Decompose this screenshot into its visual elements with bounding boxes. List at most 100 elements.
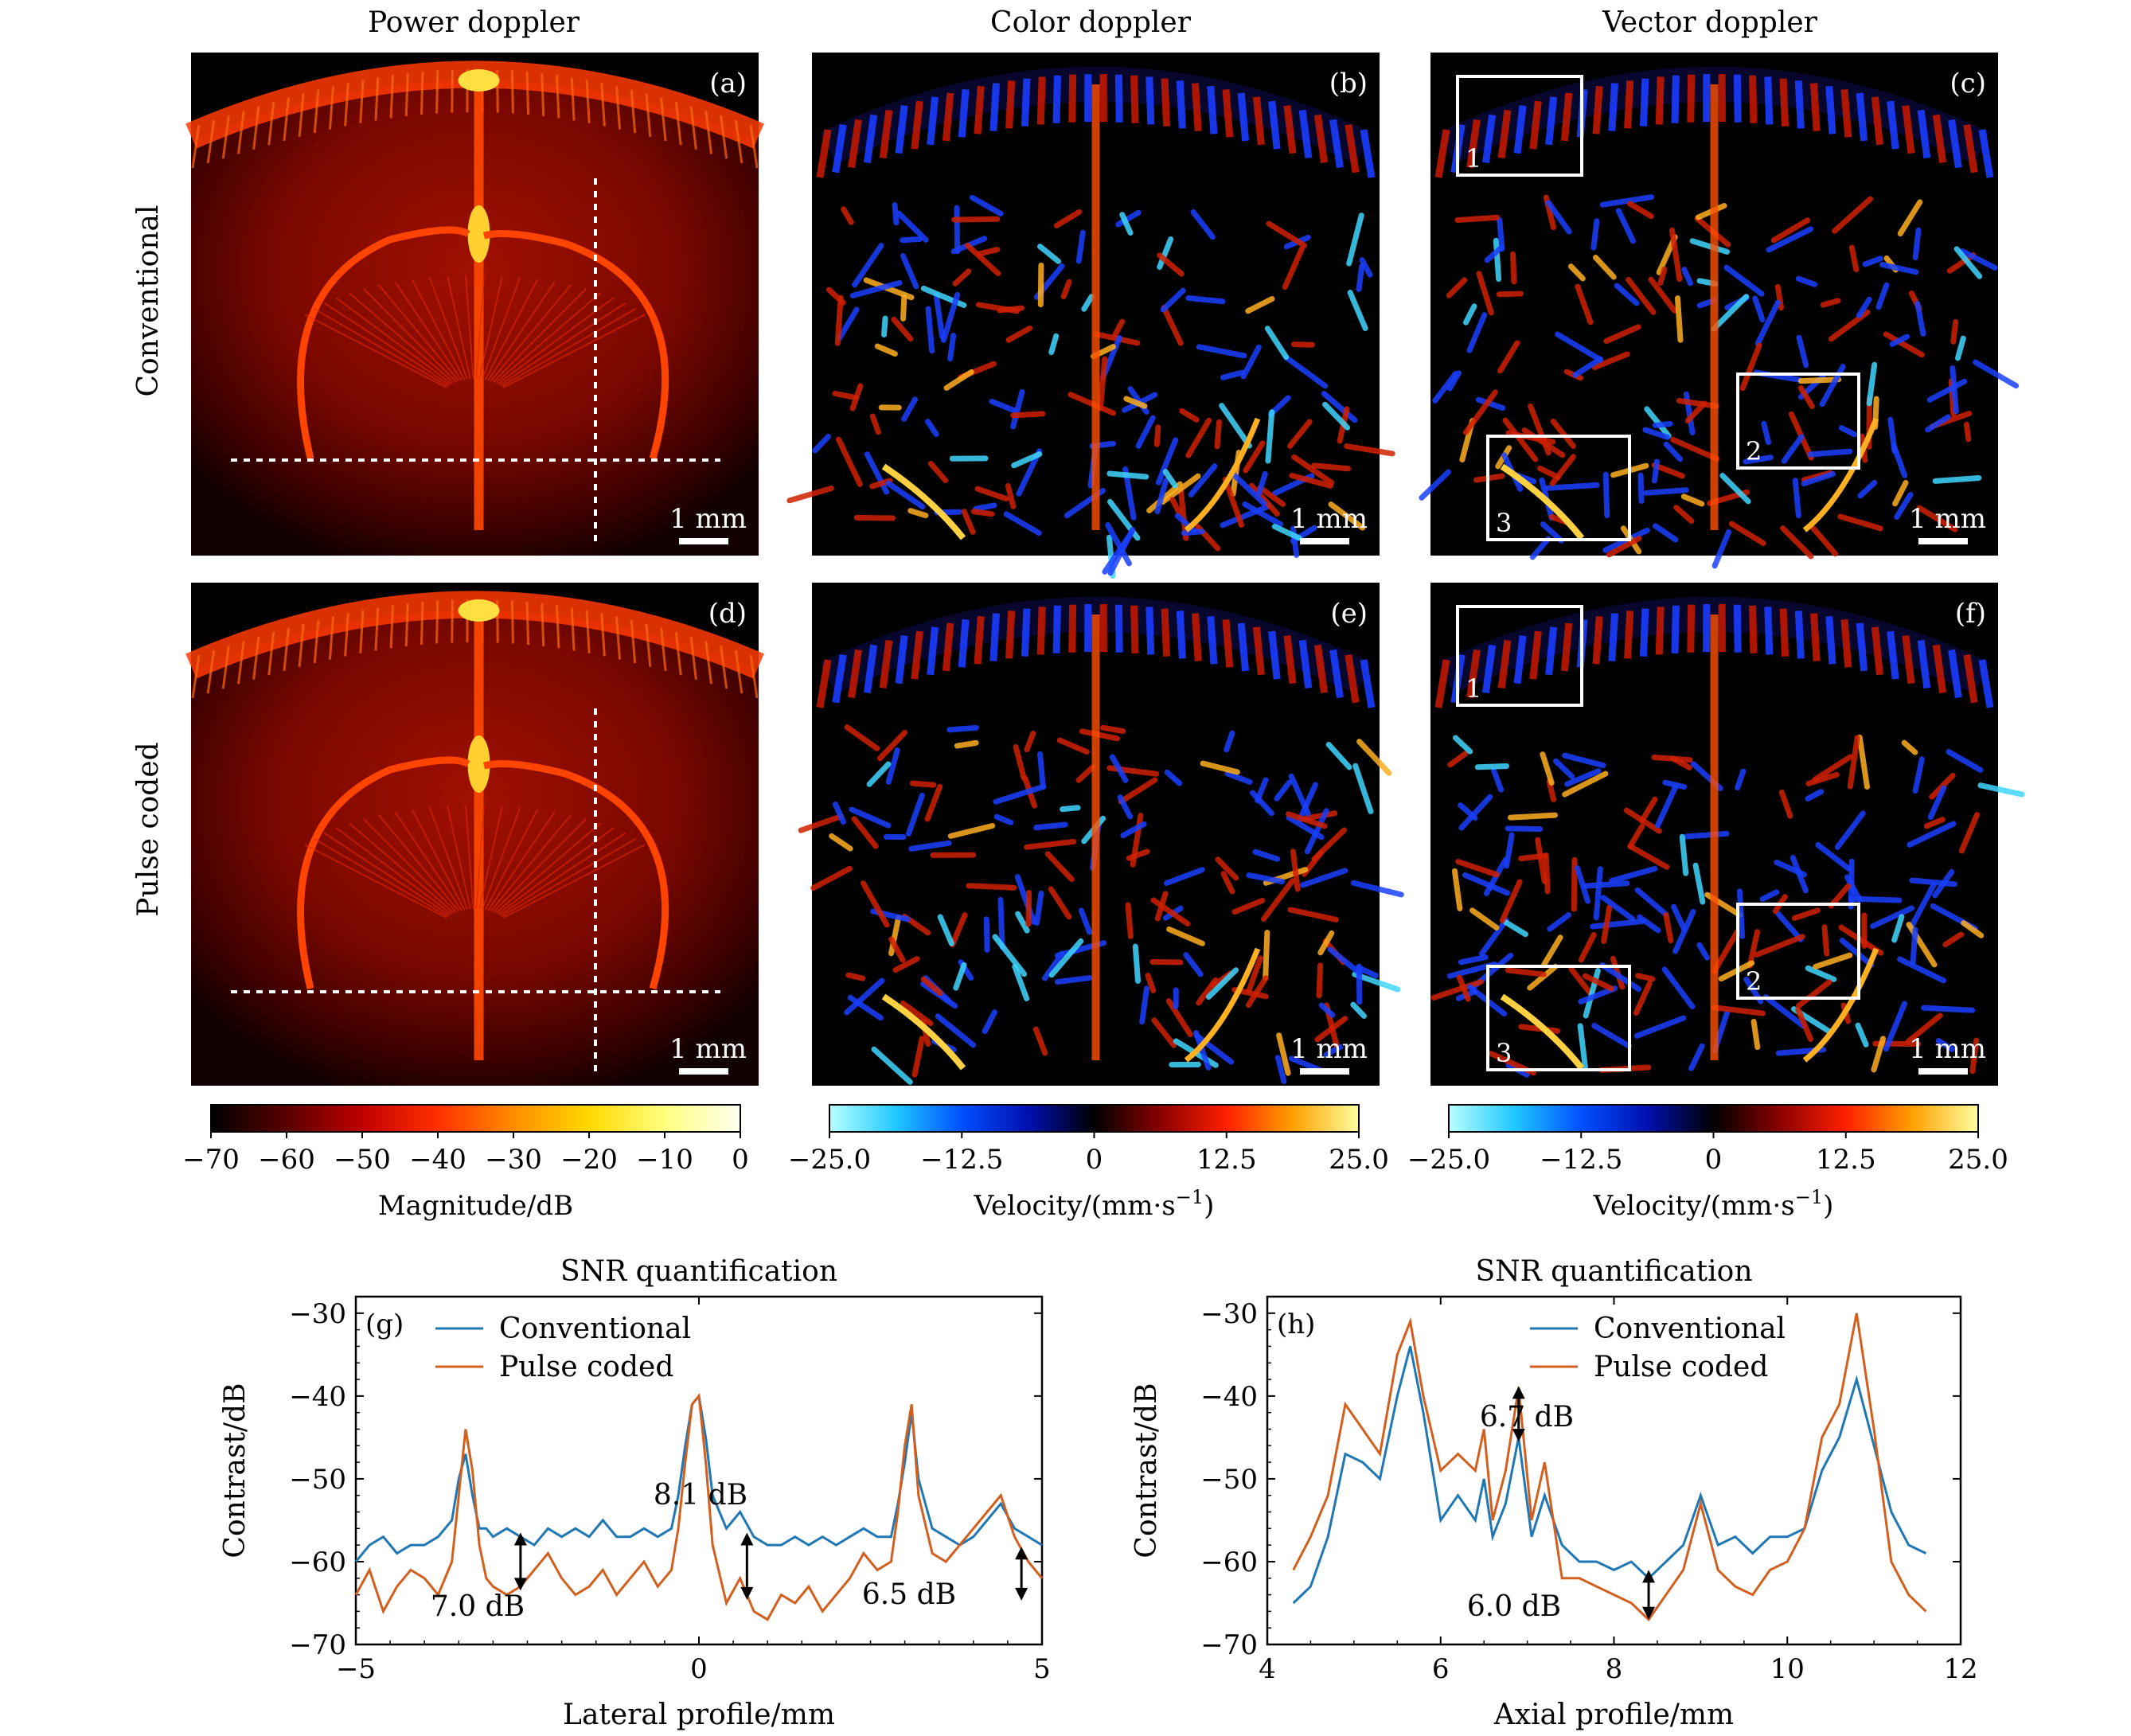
x-axis-label: Axial profile/mm <box>1493 1699 1734 1731</box>
flow-streak <box>1224 730 1235 753</box>
colorbar-label: Velocity/(mm·s−1) <box>1593 1186 1834 1222</box>
scale-bar <box>1918 1068 1968 1075</box>
flow-streak <box>1921 1005 1976 1013</box>
flow-streak <box>1801 470 1836 487</box>
flow-streak <box>1454 214 1501 223</box>
flow-streak <box>786 485 834 504</box>
flow-streak <box>1321 391 1358 423</box>
flow-streak <box>833 802 846 825</box>
flow-streak <box>1314 1016 1348 1043</box>
flow-streak <box>946 724 979 733</box>
cortical-vessel <box>221 645 230 689</box>
flow-streak <box>1615 208 1636 244</box>
colorbar-tick-label: 25.0 <box>1329 1144 1389 1176</box>
cortical-flow <box>1036 76 1046 125</box>
colorbar-tick-label: −10 <box>636 1144 693 1176</box>
cortical-flow <box>848 119 862 169</box>
flow-streak <box>849 806 892 829</box>
flow-streak <box>1543 852 1551 895</box>
flow-streak <box>1256 470 1268 497</box>
panel-tag: (c) <box>1950 68 1986 99</box>
flow-streak <box>1796 334 1809 369</box>
cortical-vessel <box>420 72 424 115</box>
flow-streak <box>1220 871 1235 895</box>
cortical-flow <box>1298 109 1313 158</box>
hippocampal-arc-right <box>482 230 669 460</box>
image-panels: (a) 1 mm (b) 1 mm 1 2 3 (c) 1 mm (d) 1 mm (e) 1 mm 1 2… <box>185 53 2025 1086</box>
flow-streak <box>1013 743 1027 781</box>
flow-streak <box>1871 1036 1887 1073</box>
flow-streak <box>885 480 926 510</box>
flow-streak <box>1669 227 1683 283</box>
flow-streak <box>1879 262 1919 275</box>
flow-streak <box>1219 403 1252 449</box>
flow-streak <box>1544 482 1600 491</box>
flow-streak <box>1352 763 1374 814</box>
x-tick-label: 8 <box>1606 1653 1623 1685</box>
flow-streak <box>836 436 863 487</box>
flow-streak <box>1205 967 1239 1000</box>
flow-streak <box>1287 907 1339 923</box>
flow-streak <box>1446 370 1462 392</box>
flow-streak <box>1953 246 1983 279</box>
cortical-flow <box>1871 96 1883 146</box>
cortical-flow <box>1887 630 1899 680</box>
flow-streak <box>1169 497 1183 516</box>
cortical-flow <box>1207 615 1218 665</box>
flow-streak <box>1024 838 1077 850</box>
flow-streak <box>947 333 957 362</box>
cortical-vessel <box>359 80 365 123</box>
flow-streak <box>976 247 1001 257</box>
thalamic-vessel <box>394 811 462 911</box>
flow-streak <box>1222 476 1244 528</box>
cortical-flow <box>1840 89 1852 138</box>
cortical-flow <box>1671 75 1680 123</box>
flow-streak <box>1837 513 1883 532</box>
cortical-flow <box>927 96 939 146</box>
arrow-head-down <box>1642 1606 1656 1620</box>
flow-streak <box>1813 952 1853 969</box>
flow-streak <box>970 509 995 517</box>
flow-streak <box>1291 454 1335 486</box>
roi-label-1: 1 <box>1466 673 1481 704</box>
cortical-vessel <box>630 89 637 134</box>
cortical-flow <box>1513 105 1527 154</box>
cortical-flow <box>1176 611 1186 659</box>
flow-streak <box>1643 487 1689 496</box>
flow-streak <box>1935 1038 1956 1052</box>
flow-streak <box>1054 975 1092 985</box>
thalamic-vessel <box>411 809 466 911</box>
cortical-flow <box>1329 649 1344 699</box>
cortical-flow <box>1207 85 1218 135</box>
flow-streak <box>1081 294 1095 312</box>
flow-streak <box>1115 209 1142 228</box>
cortical-flow <box>1497 109 1512 158</box>
cortical-flow <box>989 83 1001 131</box>
flow-streak <box>1634 887 1669 918</box>
flow-streak <box>1162 469 1178 489</box>
roi-box-1 <box>1456 75 1583 177</box>
flow-streak <box>947 822 996 839</box>
flow-streak <box>1834 810 1866 850</box>
flow-streak <box>1224 770 1253 785</box>
colorbar-label-main: Velocity/(mm·s <box>1593 1190 1795 1222</box>
flow-streak <box>1969 1037 1980 1075</box>
flow-streak <box>1261 878 1295 923</box>
flow-streak <box>954 739 979 749</box>
flow-streak <box>935 1013 977 1048</box>
cortical-flow <box>1252 626 1265 676</box>
cortical-flow <box>1283 105 1297 154</box>
series-line-pulse-coded <box>354 1393 1044 1621</box>
flow-streak <box>1350 880 1404 898</box>
flow-streak <box>1160 287 1186 313</box>
flow-streak <box>1484 244 1505 263</box>
bright-vessel <box>1802 947 1879 1063</box>
flow-streak <box>866 761 892 787</box>
flow-streak <box>1497 217 1505 252</box>
flow-streak <box>1684 830 1730 840</box>
cortical-vessel <box>283 97 290 142</box>
flow-streak <box>1145 973 1157 993</box>
cortical-flow <box>1917 109 1931 158</box>
flow-streak <box>1118 777 1158 805</box>
cortical-flow <box>1592 615 1603 665</box>
